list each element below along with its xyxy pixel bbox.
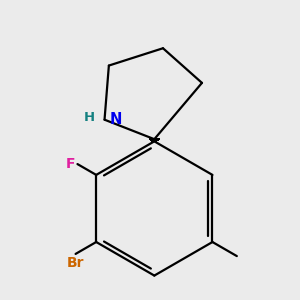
Text: F: F — [66, 157, 75, 171]
Text: H: H — [84, 111, 95, 124]
Text: Br: Br — [67, 256, 84, 270]
Text: N: N — [110, 112, 122, 127]
